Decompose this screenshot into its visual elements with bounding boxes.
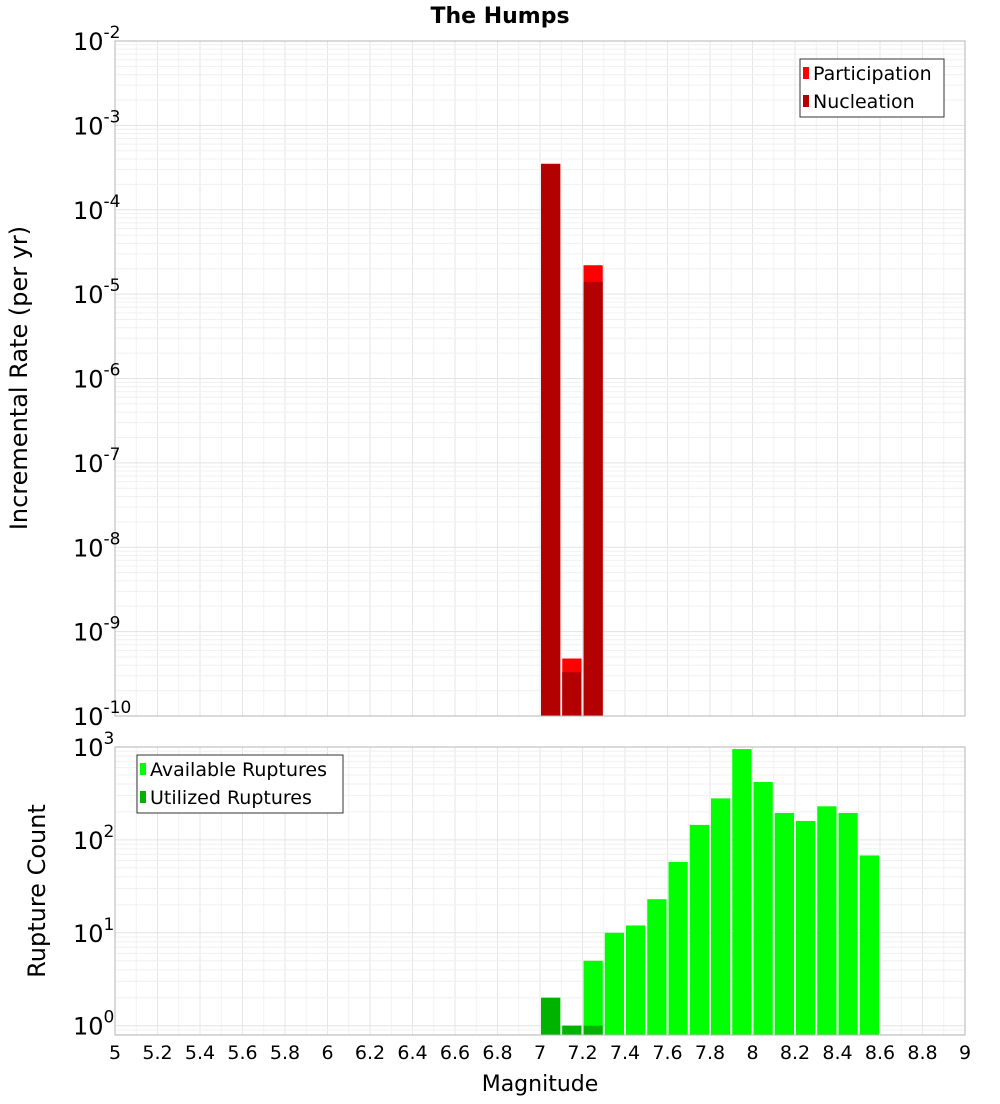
bar-available-ruptures bbox=[753, 782, 773, 1035]
bar-available-ruptures bbox=[817, 806, 837, 1035]
bar-available-ruptures bbox=[774, 812, 794, 1035]
bar-nucleation bbox=[583, 281, 603, 716]
bar-available-ruptures bbox=[732, 749, 752, 1035]
bar-utilized-ruptures bbox=[562, 1025, 582, 1035]
bar-nucleation bbox=[562, 672, 582, 716]
bar-utilized-ruptures bbox=[541, 997, 561, 1035]
y-tick-label: 10-6 bbox=[73, 361, 121, 394]
bar-available-ruptures bbox=[668, 861, 688, 1035]
x-tick-label: 7.8 bbox=[695, 1042, 725, 1064]
legend-entry: Utilized Ruptures bbox=[150, 787, 312, 809]
x-tick-label: 8.6 bbox=[865, 1042, 895, 1064]
legend-swatch bbox=[140, 763, 146, 775]
x-tick-label: 6.8 bbox=[482, 1042, 512, 1064]
legend-swatch bbox=[803, 95, 809, 107]
x-tick-label: 9 bbox=[959, 1042, 971, 1064]
chart-title: The Humps bbox=[430, 4, 569, 29]
x-tick-label: 5 bbox=[109, 1042, 121, 1064]
x-tick-label: 6.4 bbox=[397, 1042, 427, 1064]
y-axis-label: Incremental Rate (per yr) bbox=[5, 226, 33, 530]
legend-entry: Nucleation bbox=[813, 91, 915, 113]
bar-available-ruptures bbox=[689, 824, 709, 1035]
plot-border-1 bbox=[114, 746, 966, 1036]
bar-available-ruptures bbox=[647, 899, 667, 1035]
y-axis-label: Rupture Count bbox=[23, 804, 51, 978]
bar-available-ruptures bbox=[859, 855, 879, 1035]
y-tick-label: 10-5 bbox=[73, 276, 121, 309]
bar-utilized-ruptures bbox=[583, 1025, 603, 1035]
bar-available-ruptures bbox=[796, 820, 816, 1035]
plot-border-0 bbox=[114, 40, 966, 717]
legend-1: Available Ruptures Utilized Ruptures bbox=[136, 754, 344, 814]
bar-available-ruptures bbox=[604, 932, 624, 1035]
x-tick-label: 5.2 bbox=[142, 1042, 172, 1064]
y-tick-label: 10-3 bbox=[73, 107, 121, 140]
x-tick-label: 8.8 bbox=[907, 1042, 937, 1064]
legend-entry: Available Ruptures bbox=[150, 759, 327, 781]
y-tick-label: 10-4 bbox=[73, 192, 121, 225]
y-tick-label: 10-8 bbox=[73, 529, 121, 562]
x-tick-label: 8 bbox=[746, 1042, 758, 1064]
legend-swatch bbox=[140, 791, 146, 803]
x-tick-label: 5.6 bbox=[227, 1042, 257, 1064]
y-tick-label: 10-2 bbox=[73, 23, 121, 56]
bar-available-ruptures bbox=[583, 960, 603, 1035]
bar-available-ruptures bbox=[711, 798, 731, 1035]
legend-0: Participation Nucleation bbox=[799, 58, 945, 118]
x-tick-label: 7.4 bbox=[610, 1042, 640, 1064]
x-tick-label: 7.6 bbox=[652, 1042, 682, 1064]
legend-swatch bbox=[803, 67, 809, 79]
x-tick-label: 7.2 bbox=[567, 1042, 597, 1064]
x-tick-label: 5.4 bbox=[185, 1042, 215, 1064]
y-tick-label: 100 bbox=[73, 1008, 114, 1041]
x-tick-label: 7 bbox=[534, 1042, 546, 1064]
legend-entry: Participation bbox=[813, 63, 932, 85]
x-tick-label: 6 bbox=[321, 1042, 333, 1064]
x-tick-label: 6.2 bbox=[355, 1042, 385, 1064]
y-tick-label: 103 bbox=[73, 729, 114, 762]
x-axis-label: Magnitude bbox=[482, 1072, 599, 1097]
legend-box bbox=[136, 754, 344, 814]
y-tick-label: 101 bbox=[73, 915, 114, 948]
x-tick-label: 6.6 bbox=[440, 1042, 470, 1064]
y-tick-label: 10-9 bbox=[73, 614, 121, 647]
x-tick-label: 5.8 bbox=[270, 1042, 300, 1064]
bar-nucleation bbox=[541, 163, 561, 717]
x-tick-label: 8.4 bbox=[822, 1042, 852, 1064]
y-tick-label: 102 bbox=[73, 822, 114, 855]
bar-available-ruptures bbox=[626, 925, 646, 1035]
y-tick-label: 10-10 bbox=[73, 698, 131, 731]
x-tick-label: 8.2 bbox=[780, 1042, 810, 1064]
legend-box bbox=[799, 58, 945, 118]
bar-available-ruptures bbox=[838, 812, 858, 1035]
y-tick-label: 10-7 bbox=[73, 445, 121, 478]
